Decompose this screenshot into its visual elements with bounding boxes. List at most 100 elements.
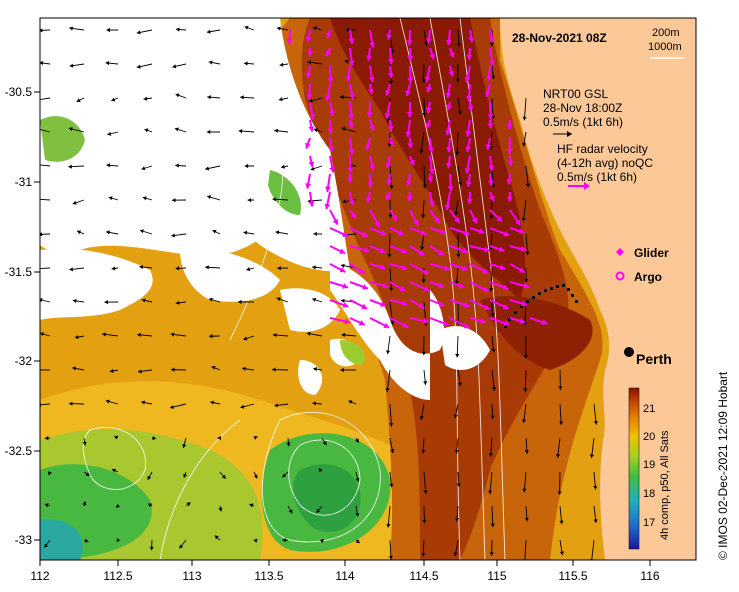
model-arrow-head <box>152 436 157 441</box>
model-arrow-head <box>175 300 180 305</box>
model-arrow-head <box>522 116 527 121</box>
radar-arrow-head <box>438 249 445 256</box>
radar-arrow-head <box>386 179 393 185</box>
model-arrow-head <box>491 348 496 353</box>
model-arrow-head <box>277 266 281 271</box>
y-axis: -30.5 -31 -31.5 -32 -32.5 -33 <box>5 85 40 547</box>
model-arrow-head <box>557 491 562 496</box>
model-arrow-head <box>111 468 116 473</box>
radar-arrow-head <box>407 143 414 149</box>
model-arrow-head <box>182 444 187 448</box>
model-arrow-head <box>116 537 121 542</box>
model-arrow-head <box>210 400 215 405</box>
model-arrow-head <box>318 468 323 473</box>
model-arrow-head <box>69 26 73 31</box>
model-arrow-head <box>139 229 144 234</box>
model-arrow-head <box>139 264 144 270</box>
model-arrow-head <box>214 535 219 540</box>
model-arrow-head <box>310 166 315 171</box>
model-arrow-head <box>454 449 459 454</box>
model-arrow <box>40 164 51 167</box>
radar-arrow-head <box>458 282 465 289</box>
radar-arrow-head <box>364 247 370 253</box>
radar-arrow-head <box>480 318 487 324</box>
x-tick-label: 112.5 <box>103 569 132 583</box>
radar-arrow-head <box>463 323 470 329</box>
radar-arrow-head <box>498 246 505 253</box>
model-arrow-head <box>423 490 428 495</box>
model-arrow-head <box>208 334 213 339</box>
model-arrow-head <box>114 435 119 440</box>
model-arrow-head <box>389 423 394 427</box>
model-arrow <box>40 403 51 406</box>
radar-arrow-head <box>446 104 453 111</box>
model-arrow-head <box>525 183 531 188</box>
model-arrow-head <box>322 441 327 446</box>
model-arrow-head <box>388 214 393 218</box>
radar-arrow-head <box>428 168 435 174</box>
model-arrow-head <box>523 388 528 392</box>
model-arrow-head <box>312 401 317 406</box>
model-arrow-head <box>419 149 424 154</box>
radar-arrow-head <box>347 177 354 183</box>
radar-arrow-head <box>380 230 387 236</box>
radar-arrow-head <box>499 264 506 271</box>
model-arrow-head <box>77 230 82 235</box>
model-arrow-head <box>240 404 245 409</box>
radar-arrow-head <box>387 59 394 65</box>
model-arrow-head <box>238 299 242 305</box>
model-arrow-head <box>555 454 561 458</box>
model-arrow-head <box>454 280 459 285</box>
model-arrow-head <box>212 229 217 234</box>
model-arrow <box>389 301 394 325</box>
model-arrow-head <box>558 386 563 390</box>
model-arrow-head <box>102 332 106 337</box>
radar-arrow-head <box>426 86 432 93</box>
radar-arrow-head <box>506 196 513 202</box>
radar-arrow-head <box>339 266 346 273</box>
model-arrow <box>491 505 494 528</box>
radar-arrow-head <box>523 282 530 289</box>
model-arrow-head <box>170 404 174 410</box>
radar-arrow-head <box>348 199 355 206</box>
model-arrow-head <box>206 29 211 34</box>
radar-arrow-head <box>465 146 472 153</box>
model-arrow-head <box>205 265 209 270</box>
model-arrow-head <box>388 555 393 560</box>
radar-arrow-head <box>434 217 440 224</box>
model-arrow-head <box>172 198 176 203</box>
radar-arrow-head <box>478 228 485 234</box>
radar-arrow-head <box>486 75 493 81</box>
nrt-scale-arrow-icon <box>553 131 572 137</box>
radar-arrow-head <box>374 221 380 228</box>
model-arrow-head <box>282 473 287 478</box>
model-arrow-head <box>44 543 49 548</box>
model-arrow-head <box>355 512 360 517</box>
radar-arrow-head <box>327 77 334 83</box>
radar-arrow-head <box>358 320 365 326</box>
model-arrow-head <box>424 42 429 46</box>
radar-arrow-head <box>487 123 494 129</box>
y-tick-label: -33 <box>15 533 33 547</box>
radar-arrow-head <box>462 265 468 272</box>
x-tick-label: 113.5 <box>254 569 283 583</box>
model-arrow-head <box>456 254 461 258</box>
radar-arrow-head <box>401 247 407 254</box>
model-arrow-head <box>521 419 527 423</box>
model-arrow-head <box>170 332 175 337</box>
colorbar-tick: 21 <box>643 403 655 415</box>
model-arrow-head <box>272 197 276 202</box>
model-arrow-head <box>249 503 254 508</box>
radar-arrow-head <box>405 131 412 137</box>
model-arrow-head <box>457 382 463 387</box>
model-arrow-head <box>44 436 49 441</box>
model-arrow-head <box>105 399 110 404</box>
radar-arrow-head <box>465 181 472 187</box>
radar-arrow-head <box>427 176 434 183</box>
radar-arrow-head <box>365 144 371 151</box>
model-arrow-head <box>82 501 87 506</box>
model-arrow-head <box>386 523 391 528</box>
radar-arrow-head <box>368 76 375 83</box>
model-arrow-head <box>218 507 223 512</box>
model-arrow-head <box>524 278 529 283</box>
